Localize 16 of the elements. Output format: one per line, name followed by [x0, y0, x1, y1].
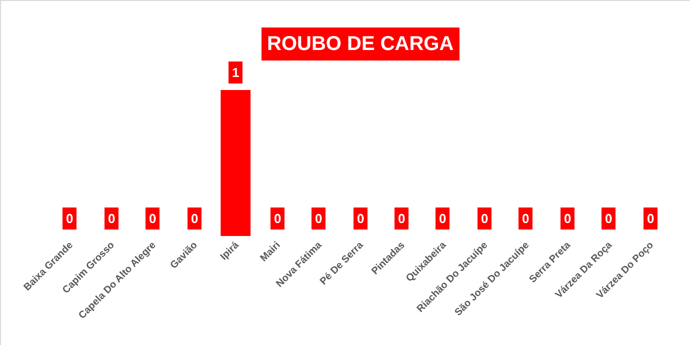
data-label: 0 — [149, 211, 156, 226]
data-label: 0 — [647, 211, 654, 226]
data-label: 0 — [398, 211, 406, 226]
data-label: 0 — [108, 211, 116, 226]
data-label: 0 — [605, 211, 612, 226]
data-label: 0 — [481, 211, 488, 226]
data-label: 0 — [66, 211, 74, 226]
data-label: 0 — [439, 211, 446, 226]
data-label: 0 — [274, 211, 282, 226]
chart-title: ROUBO DE CARGA — [267, 33, 454, 55]
data-label: 0 — [564, 211, 572, 226]
data-label: 0 — [315, 211, 322, 226]
data-label: 1 — [232, 65, 240, 80]
data-label: 0 — [522, 211, 530, 226]
data-label: 0 — [357, 211, 364, 226]
data-label: 0 — [191, 211, 198, 226]
